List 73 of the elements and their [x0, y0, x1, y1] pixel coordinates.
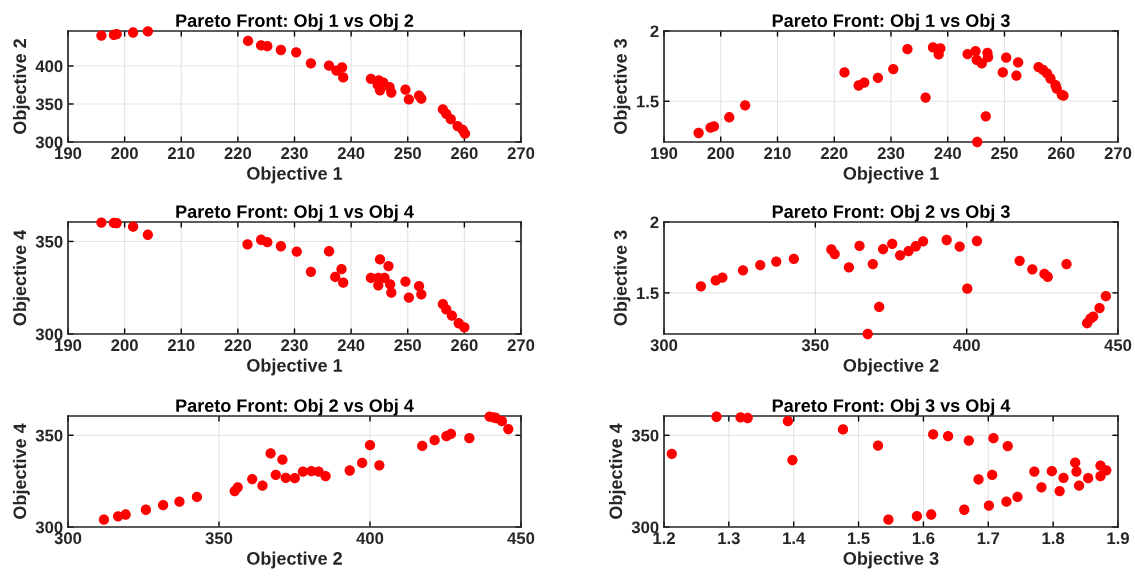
x-tick-label: 450 [507, 532, 535, 545]
x-tick-label: 260 [451, 147, 478, 160]
x-axis-title: Objective 2 [843, 358, 939, 376]
y-tick-label: 2 [650, 216, 659, 229]
y-tick-label: 1.5 [637, 287, 659, 300]
x-tick-label: 300 [54, 532, 82, 545]
x-tick-label: 260 [1047, 147, 1075, 160]
y-tick-label: 350 [35, 98, 63, 111]
x-tick-label: 350 [801, 339, 829, 352]
x-tick-label: 200 [707, 147, 734, 160]
x-axis-title: Objective 1 [247, 166, 343, 184]
x-tick-label: 260 [451, 339, 478, 352]
x-axis-title: Objective 3 [843, 551, 939, 569]
x-tick-label: 190 [651, 147, 678, 160]
x-tick-label: 250 [394, 339, 421, 352]
y-axis-title: Objective 2 [12, 39, 30, 134]
x-tick-label: 200 [111, 339, 138, 352]
chart-title: Pareto Front: Obj 2 vs Obj 4 [176, 398, 414, 416]
chart-title: Pareto Front: Obj 1 vs Obj 2 [176, 13, 414, 31]
y-tick-label: 2 [650, 25, 659, 38]
x-tick-label: 250 [991, 147, 1018, 160]
y-tick-label: 350 [35, 235, 63, 248]
x-tick-label: 1.2 [653, 532, 675, 544]
x-tick-label: 450 [1104, 339, 1132, 352]
x-tick-label: 240 [337, 147, 365, 160]
x-tick-label: 210 [167, 339, 195, 352]
x-tick-label: 220 [224, 147, 252, 160]
x-tick-label: 210 [764, 147, 791, 160]
x-tick-label: 350 [205, 532, 233, 545]
x-tick-label: 270 [507, 147, 535, 160]
x-tick-label: 230 [877, 147, 905, 160]
y-tick-label: 300 [35, 136, 63, 149]
x-tick-label: 200 [111, 147, 138, 160]
x-tick-label: 210 [167, 147, 195, 160]
x-tick-label: 240 [934, 147, 961, 160]
x-axis-title: Objective 1 [247, 358, 343, 376]
x-tick-label: 270 [507, 339, 535, 352]
x-tick-label: 250 [394, 147, 421, 160]
chart-title: Pareto Front: Obj 1 vs Obj 4 [176, 204, 414, 222]
y-axis-title: Objective 4 [12, 229, 30, 326]
x-tick-label: 400 [356, 532, 384, 545]
x-tick-label: 240 [337, 339, 365, 352]
y-tick-label: 1.5 [637, 95, 659, 108]
x-axis-title: Objective 1 [843, 166, 939, 184]
y-tick-label: 300 [35, 521, 63, 534]
y-axis-title: Objective 3 [613, 230, 631, 326]
x-tick-label: 1.9 [1107, 532, 1129, 545]
chart-title: Pareto Front: Obj 2 vs Obj 3 [772, 204, 1010, 222]
chart-title: Pareto Front: Obj 1 vs Obj 3 [772, 13, 1010, 31]
y-tick-label: 300 [35, 328, 63, 341]
y-axis-title: Objective 4 [12, 423, 30, 519]
x-tick-label: 1.8 [1042, 532, 1065, 545]
x-tick-label: 400 [953, 339, 980, 352]
x-tick-label: 220 [820, 147, 848, 160]
x-tick-label: 1.5 [848, 532, 870, 545]
y-axis-title: Objective 4 [608, 423, 626, 519]
y-tick-label: 400 [35, 60, 63, 73]
x-tick-label: 190 [55, 339, 82, 352]
x-tick-label: 230 [281, 147, 308, 160]
chart-title: Pareto Front: Obj 3 vs Obj 4 [772, 398, 1011, 416]
x-tick-label: 270 [1104, 147, 1132, 160]
x-tick-label: 190 [55, 147, 82, 160]
x-tick-label: 230 [281, 339, 308, 352]
x-tick-label: 1.3 [718, 532, 740, 545]
x-tick-label: 220 [224, 339, 252, 352]
y-tick-label: 300 [631, 521, 659, 534]
y-axis-title: Objective 3 [613, 38, 631, 134]
x-tick-label: 1.4 [783, 532, 806, 544]
x-tick-label: 1.6 [912, 532, 935, 545]
y-tick-label: 350 [35, 429, 63, 442]
y-tick-label: 350 [631, 429, 659, 442]
x-axis-title: Objective 2 [247, 551, 342, 569]
x-tick-label: 1.7 [977, 532, 1000, 544]
